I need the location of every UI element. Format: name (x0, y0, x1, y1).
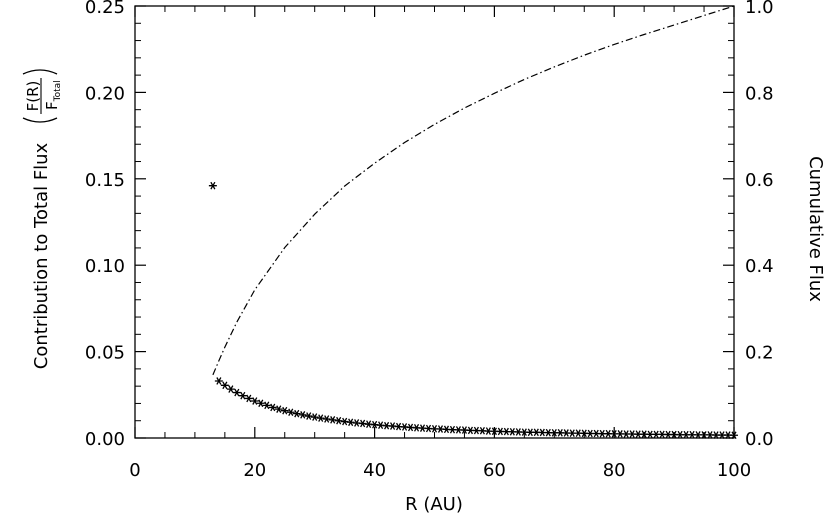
y2-tick-label: 0.8 (745, 83, 774, 104)
y-tick-label: 0.05 (85, 343, 125, 364)
flux-point (340, 417, 349, 426)
flux-point (238, 391, 247, 400)
y-axis-title: Contribution to Total Flux F(R) FTotal (22, 69, 63, 369)
y-axis-title-left-paren (22, 117, 58, 123)
flux-point (226, 385, 235, 393)
y-axis-title-right-paren (22, 69, 58, 75)
series (208, 5, 738, 440)
y-axis-title-text: Contribution to Total Flux (31, 142, 52, 369)
y2-tick-label: 0.0 (745, 429, 774, 450)
flux-point (316, 414, 325, 422)
flux-point (268, 403, 277, 412)
flux-point (262, 401, 271, 410)
y-axis-title-frac-numerator: F(R) (24, 81, 42, 112)
y2-axis-title: Cumulative Flux (805, 156, 826, 302)
flux-point (256, 399, 265, 408)
flux-point (358, 419, 367, 428)
flux-point (298, 411, 307, 419)
flux-point (304, 412, 313, 420)
flux-point (214, 377, 223, 385)
flux-point (280, 406, 289, 415)
flux-point (232, 388, 241, 397)
plot-frame (134, 5, 735, 439)
flux-point (208, 181, 217, 190)
x-tick-label: 0 (129, 460, 140, 481)
flux-point (220, 381, 229, 390)
flux-point (250, 397, 259, 405)
ticks: 0 20 40 60 80 100 0.00 0.05 0.10 0.15 0.20 0.25 0.0 0… (85, 0, 774, 481)
y-tick-label: 0.15 (85, 170, 125, 191)
y2-tick-label: 1.0 (745, 0, 774, 18)
x-tick-label: 40 (363, 460, 386, 481)
flux-point (274, 405, 283, 413)
y-tick-label: 0.20 (85, 83, 125, 104)
flux-point (310, 413, 319, 421)
x-tick-label: 80 (603, 460, 626, 481)
x-tick-label: 20 (243, 460, 266, 481)
x-tick-label: 60 (483, 460, 506, 481)
y-tick-label: 0.10 (85, 256, 125, 277)
flux-point (322, 415, 331, 423)
y2-tick-label: 0.6 (745, 170, 774, 191)
flux-point (730, 431, 738, 440)
flux-point (328, 416, 337, 424)
axes (134, 5, 735, 439)
y2-tick-label: 0.2 (745, 343, 774, 364)
flux-point (286, 408, 295, 417)
flux-point (244, 394, 253, 403)
flux-point (292, 409, 301, 418)
flux-point (334, 416, 343, 425)
y-axis-title-frac-denominator: FTotal (43, 80, 63, 110)
x-tick-label: 100 (717, 460, 751, 481)
y-tick-label: 0.25 (85, 0, 125, 18)
flux-point (346, 418, 355, 427)
y-tick-label: 0.00 (85, 429, 125, 450)
y2-tick-label: 0.4 (745, 256, 774, 277)
x-axis-title: R (AU) (405, 494, 463, 515)
cumulative-flux-line (212, 5, 735, 376)
